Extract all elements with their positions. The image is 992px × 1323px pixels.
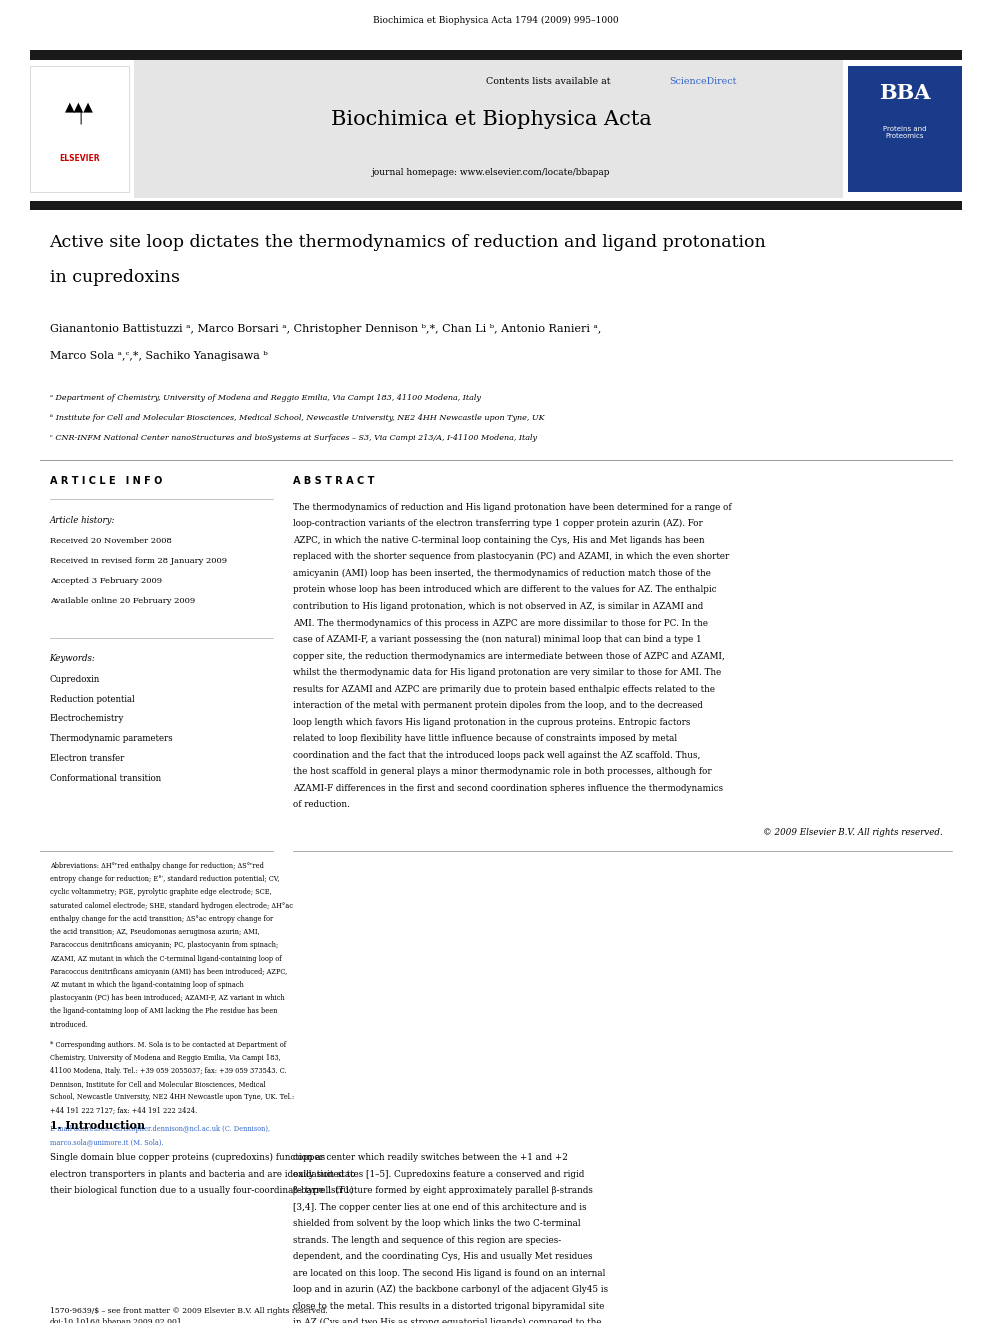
Text: strands. The length and sequence of this region are species-: strands. The length and sequence of this… xyxy=(293,1236,560,1245)
Bar xyxy=(848,66,962,192)
Text: ▲▲▲
 |: ▲▲▲ | xyxy=(64,101,94,124)
Text: Available online 20 February 2009: Available online 20 February 2009 xyxy=(50,597,194,605)
Text: © 2009 Elsevier B.V. All rights reserved.: © 2009 Elsevier B.V. All rights reserved… xyxy=(763,828,942,836)
Text: Marco Sola ᵃ,ᶜ,*, Sachiko Yanagisawa ᵇ: Marco Sola ᵃ,ᶜ,*, Sachiko Yanagisawa ᵇ xyxy=(50,351,268,361)
Text: The thermodynamics of reduction and His ligand protonation have been determined : The thermodynamics of reduction and His … xyxy=(293,503,731,512)
Text: the host scaffold in general plays a minor thermodynamic role in both processes,: the host scaffold in general plays a min… xyxy=(293,767,711,777)
Text: β-barrel structure formed by eight approximately parallel β-strands: β-barrel structure formed by eight appro… xyxy=(293,1187,592,1195)
Bar xyxy=(134,60,843,198)
Text: Received in revised form 28 January 2009: Received in revised form 28 January 2009 xyxy=(50,557,227,565)
Bar xyxy=(30,201,962,210)
Text: doi:10.1016/j.bbapap.2009.02.001: doi:10.1016/j.bbapap.2009.02.001 xyxy=(50,1318,183,1323)
Text: close to the metal. This results in a distorted trigonal bipyramidal site: close to the metal. This results in a di… xyxy=(293,1302,604,1311)
Text: Received 20 November 2008: Received 20 November 2008 xyxy=(50,537,172,545)
Text: are located on this loop. The second His ligand is found on an internal: are located on this loop. The second His… xyxy=(293,1269,605,1278)
Text: copper site, the reduction thermodynamics are intermediate between those of AZPC: copper site, the reduction thermodynamic… xyxy=(293,652,724,660)
Text: E-mail addresses: christopher.dennison@ncl.ac.uk (C. Dennison),: E-mail addresses: christopher.dennison@n… xyxy=(50,1126,270,1134)
Text: in AZ (Cys and two His as strong equatorial ligands) compared to the: in AZ (Cys and two His as strong equator… xyxy=(293,1319,601,1323)
Text: coordination and the fact that the introduced loops pack well against the AZ sca: coordination and the fact that the intro… xyxy=(293,751,700,759)
Text: AZPC, in which the native C-terminal loop containing the Cys, His and Met ligand: AZPC, in which the native C-terminal loo… xyxy=(293,536,704,545)
Text: plastocyanin (PC) has been introduced; AZAMI-F, AZ variant in which: plastocyanin (PC) has been introduced; A… xyxy=(50,995,285,1003)
Text: +44 191 222 7127; fax: +44 191 222 2424.: +44 191 222 7127; fax: +44 191 222 2424. xyxy=(50,1107,196,1115)
Text: 1570-9639/$ – see front matter © 2009 Elsevier B.V. All rights reserved.: 1570-9639/$ – see front matter © 2009 El… xyxy=(50,1307,327,1315)
Text: in cupredoxins: in cupredoxins xyxy=(50,269,180,286)
Text: Cupredoxin: Cupredoxin xyxy=(50,675,100,684)
Text: Single domain blue copper proteins (cupredoxins) function as: Single domain blue copper proteins (cupr… xyxy=(50,1154,324,1162)
Text: of reduction.: of reduction. xyxy=(293,800,349,810)
Text: loop and in azurin (AZ) the backbone carbonyl of the adjacent Gly45 is: loop and in azurin (AZ) the backbone car… xyxy=(293,1286,608,1294)
Text: Abbreviations: ΔH°ʳred enthalpy change for reduction; ΔS°ʳred: Abbreviations: ΔH°ʳred enthalpy change f… xyxy=(50,863,264,871)
Text: ᵇ Institute for Cell and Molecular Biosciences, Medical School, Newcastle Univer: ᵇ Institute for Cell and Molecular Biosc… xyxy=(50,414,545,422)
Text: loop length which favors His ligand protonation in the cuprous proteins. Entropi: loop length which favors His ligand prot… xyxy=(293,718,690,726)
Text: whilst the thermodynamic data for His ligand protonation are very similar to tho: whilst the thermodynamic data for His li… xyxy=(293,668,721,677)
Text: Conformational transition: Conformational transition xyxy=(50,774,161,783)
Text: Reduction potential: Reduction potential xyxy=(50,695,134,704)
Text: amicyanin (AMI) loop has been inserted, the thermodynamics of reduction match th: amicyanin (AMI) loop has been inserted, … xyxy=(293,569,710,578)
Bar xyxy=(30,50,962,60)
Text: Keywords:: Keywords: xyxy=(50,654,95,663)
Text: ᵃ Department of Chemistry, University of Modena and Reggio Emilia, Via Campi 183: ᵃ Department of Chemistry, University of… xyxy=(50,394,480,402)
Text: Thermodynamic parameters: Thermodynamic parameters xyxy=(50,734,173,744)
Text: contribution to His ligand protonation, which is not observed in AZ, is similar : contribution to His ligand protonation, … xyxy=(293,602,703,611)
Text: marco.sola@unimore.it (M. Sola).: marco.sola@unimore.it (M. Sola). xyxy=(50,1139,164,1147)
Text: saturated calomel electrode; SHE, standard hydrogen electrode; ΔH°ac: saturated calomel electrode; SHE, standa… xyxy=(50,902,293,910)
Text: Active site loop dictates the thermodynamics of reduction and ligand protonation: Active site loop dictates the thermodyna… xyxy=(50,234,767,251)
Text: enthalpy change for the acid transition; ΔS°ac entropy change for: enthalpy change for the acid transition;… xyxy=(50,916,273,923)
Text: Contents lists available at: Contents lists available at xyxy=(486,77,614,86)
Text: 41100 Modena, Italy. Tel.: +39 059 2055037; fax: +39 059 373543. C.: 41100 Modena, Italy. Tel.: +39 059 20550… xyxy=(50,1068,287,1076)
Text: Gianantonio Battistuzzi ᵃ, Marco Borsari ᵃ, Christopher Dennison ᵇ,*, Chan Li ᵇ,: Gianantonio Battistuzzi ᵃ, Marco Borsari… xyxy=(50,324,601,335)
Text: ScienceDirect: ScienceDirect xyxy=(670,77,737,86)
Text: AZ mutant in which the ligand-containing loop of spinach: AZ mutant in which the ligand-containing… xyxy=(50,982,243,990)
Text: dependent, and the coordinating Cys, His and usually Met residues: dependent, and the coordinating Cys, His… xyxy=(293,1253,592,1261)
Text: Electrochemistry: Electrochemistry xyxy=(50,714,124,724)
Text: Dennison, Institute for Cell and Molecular Biosciences, Medical: Dennison, Institute for Cell and Molecul… xyxy=(50,1081,265,1089)
Text: AZAMI-F differences in the first and second coordination spheres influence the t: AZAMI-F differences in the first and sec… xyxy=(293,785,723,792)
Text: loop-contraction variants of the electron transferring type 1 copper protein azu: loop-contraction variants of the electro… xyxy=(293,520,702,528)
Text: BBA: BBA xyxy=(879,82,930,103)
Text: Proteins and
Proteomics: Proteins and Proteomics xyxy=(883,126,927,139)
Text: Biochimica et Biophysica Acta 1794 (2009) 995–1000: Biochimica et Biophysica Acta 1794 (2009… xyxy=(373,16,619,25)
Text: ᶜ CNR-INFM National Center nanoStructures and bioSystems at Surfaces – S3, Via C: ᶜ CNR-INFM National Center nanoStructure… xyxy=(50,434,537,442)
Text: AMI. The thermodynamics of this process in AZPC are more dissimilar to those for: AMI. The thermodynamics of this process … xyxy=(293,619,707,627)
Text: Paracoccus denitrificans amicyanin; PC, plastocyanin from spinach;: Paracoccus denitrificans amicyanin; PC, … xyxy=(50,942,278,950)
Text: electron transporters in plants and bacteria and are ideally suited to: electron transporters in plants and bact… xyxy=(50,1170,355,1179)
Text: their biological function due to a usually four-coordinate type 1 (T1): their biological function due to a usual… xyxy=(50,1187,353,1195)
Text: [3,4]. The copper center lies at one end of this architecture and is: [3,4]. The copper center lies at one end… xyxy=(293,1203,586,1212)
Text: case of AZAMI-F, a variant possessing the (non natural) minimal loop that can bi: case of AZAMI-F, a variant possessing th… xyxy=(293,635,701,644)
Text: related to loop flexibility have little influence because of constraints imposed: related to loop flexibility have little … xyxy=(293,734,677,744)
Text: entropy change for reduction; E°′, standard reduction potential; CV,: entropy change for reduction; E°′, stand… xyxy=(50,876,279,884)
Text: replaced with the shorter sequence from plastocyanin (PC) and AZAMI, in which th: replaced with the shorter sequence from … xyxy=(293,553,729,561)
Text: Paracoccus denitrificans amicyanin (AMI) has been introduced; AZPC,: Paracoccus denitrificans amicyanin (AMI)… xyxy=(50,968,287,976)
Text: results for AZAMI and AZPC are primarily due to protein based enthalpic effects : results for AZAMI and AZPC are primarily… xyxy=(293,685,714,693)
Text: AZAMI, AZ mutant in which the C-terminal ligand-containing loop of: AZAMI, AZ mutant in which the C-terminal… xyxy=(50,955,281,963)
Text: ELSEVIER: ELSEVIER xyxy=(60,155,99,163)
Text: Article history:: Article history: xyxy=(50,516,115,525)
Text: journal homepage: www.elsevier.com/locate/bbapap: journal homepage: www.elsevier.com/locat… xyxy=(372,168,610,177)
Text: 1. Introduction: 1. Introduction xyxy=(50,1121,145,1131)
Text: Chemistry, University of Modena and Reggio Emilia, Via Campi 183,: Chemistry, University of Modena and Regg… xyxy=(50,1054,281,1062)
Text: A R T I C L E   I N F O: A R T I C L E I N F O xyxy=(50,476,162,487)
Text: School, Newcastle University, NE2 4HH Newcastle upon Tyne, UK. Tel.:: School, Newcastle University, NE2 4HH Ne… xyxy=(50,1094,294,1102)
Text: the ligand-containing loop of AMI lacking the Phe residue has been: the ligand-containing loop of AMI lackin… xyxy=(50,1008,277,1016)
Bar xyxy=(30,66,129,192)
Text: introduced.: introduced. xyxy=(50,1021,88,1029)
Text: Electron transfer: Electron transfer xyxy=(50,754,124,763)
Text: Accepted 3 February 2009: Accepted 3 February 2009 xyxy=(50,577,162,585)
Text: oxidation states [1–5]. Cupredoxins feature a conserved and rigid: oxidation states [1–5]. Cupredoxins feat… xyxy=(293,1170,584,1179)
Text: the acid transition; AZ, Pseudomonas aeruginosa azurin; AMI,: the acid transition; AZ, Pseudomonas aer… xyxy=(50,929,259,937)
Text: Biochimica et Biophysica Acta: Biochimica et Biophysica Acta xyxy=(330,110,652,128)
Text: shielded from solvent by the loop which links the two C-terminal: shielded from solvent by the loop which … xyxy=(293,1220,580,1228)
Text: A B S T R A C T: A B S T R A C T xyxy=(293,476,374,487)
Text: copper center which readily switches between the +1 and +2: copper center which readily switches bet… xyxy=(293,1154,567,1162)
Text: * Corresponding authors. M. Sola is to be contacted at Department of: * Corresponding authors. M. Sola is to b… xyxy=(50,1041,286,1049)
Text: cyclic voltammetry; PGE, pyrolytic graphite edge electrode; SCE,: cyclic voltammetry; PGE, pyrolytic graph… xyxy=(50,889,272,897)
Text: protein whose loop has been introduced which are different to the values for AZ.: protein whose loop has been introduced w… xyxy=(293,586,716,594)
Text: interaction of the metal with permanent protein dipoles from the loop, and to th: interaction of the metal with permanent … xyxy=(293,701,702,710)
